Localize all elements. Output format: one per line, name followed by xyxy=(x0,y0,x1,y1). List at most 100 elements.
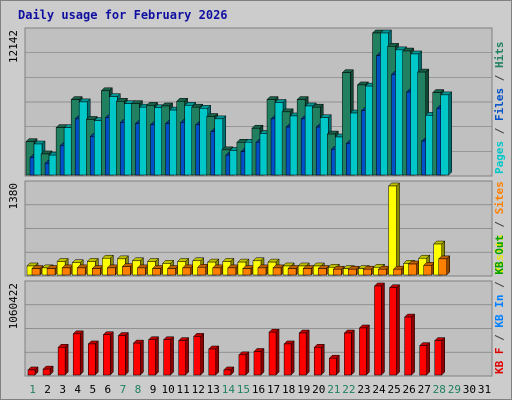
bar-sites-day-16 xyxy=(257,264,270,276)
x-tick-label-day-19: 19 xyxy=(297,383,310,396)
legend-entry: KB Out xyxy=(493,235,506,275)
bar-kb-f-day-3 xyxy=(57,343,69,376)
bar-kb-f-day-17 xyxy=(268,328,280,376)
bar-kb-f-day-19 xyxy=(298,329,310,376)
bar-kb-f-day-15 xyxy=(238,351,250,376)
x-tick-label-day-6: 6 xyxy=(105,383,112,396)
legend-entry: / xyxy=(493,68,506,88)
panel-3-legend: KB F / KB In / KB Out xyxy=(493,235,506,374)
legend-entry: / xyxy=(493,328,506,348)
bar-sites-day-10 xyxy=(166,264,180,276)
bar-kb-f-day-13 xyxy=(208,345,220,376)
bar-kb-f-day-16 xyxy=(253,347,265,376)
x-tick-label-day-10: 10 xyxy=(161,383,174,396)
bar-sites-day-20 xyxy=(317,264,330,276)
bar-kb-f-day-26 xyxy=(404,313,416,376)
x-tick-label-day-18: 18 xyxy=(282,383,295,396)
x-tick-label-day-17: 17 xyxy=(267,383,280,396)
x-tick-label-day-12: 12 xyxy=(192,383,205,396)
bar-sites-day-15 xyxy=(242,264,255,276)
x-tick-label-day-22: 22 xyxy=(342,383,355,396)
bar-kb-f-day-4 xyxy=(72,330,84,376)
bar-sites-day-9 xyxy=(151,264,165,276)
legend-entry: Visits xyxy=(493,234,506,274)
x-tick-label-day-30: 30 xyxy=(463,383,476,396)
bar-sites-day-12 xyxy=(197,263,210,276)
legend-entry: KB F xyxy=(493,348,506,375)
legend-entry: Files xyxy=(493,88,506,121)
x-tick-label-day-27: 27 xyxy=(418,383,431,396)
x-tick-label-day-2: 2 xyxy=(44,383,51,396)
x-tick-label-day-7: 7 xyxy=(120,383,127,396)
legend-entry: Sites xyxy=(493,181,506,214)
x-tick-label-day-16: 16 xyxy=(252,383,265,396)
bar-sites-day-4 xyxy=(76,264,89,276)
bar-sites-day-24 xyxy=(377,265,391,276)
bar-sites-day-8 xyxy=(136,264,150,276)
panel-1-legend: Pages / Files / Hits xyxy=(493,42,506,175)
bar-kb-f-day-12 xyxy=(193,332,205,376)
x-tick-label-day-4: 4 xyxy=(74,383,81,396)
panel-2-legend: Visits / Sites xyxy=(493,181,506,274)
bar-kb-f-day-10 xyxy=(162,336,175,376)
legend-entry: KB In xyxy=(493,295,506,328)
x-tick-label-day-21: 21 xyxy=(327,383,340,396)
bar-pages-day-28 xyxy=(440,91,453,176)
bar-sites-day-1 xyxy=(31,264,44,276)
x-tick-label-day-5: 5 xyxy=(89,383,96,396)
bar-sites-day-21 xyxy=(332,265,345,276)
bar-sites-day-2 xyxy=(46,264,59,276)
bar-sites-day-26 xyxy=(408,260,421,276)
x-tick-label-day-9: 9 xyxy=(150,383,157,396)
x-tick-label-day-11: 11 xyxy=(177,383,190,396)
bar-kb-f-day-28 xyxy=(434,336,446,376)
legend-entry: Hits xyxy=(493,42,506,69)
x-tick-label-day-28: 28 xyxy=(433,383,446,396)
bar-sites-day-3 xyxy=(61,264,74,276)
x-tick-label-day-1: 1 xyxy=(29,383,36,396)
bar-kb-f-day-8 xyxy=(132,339,145,376)
bar-kb-f-day-27 xyxy=(419,342,431,376)
legend-entry: / xyxy=(493,275,506,295)
bar-kb-f-day-6 xyxy=(102,331,114,376)
bar-sites-day-27 xyxy=(423,261,436,276)
bar-kb-f-day-18 xyxy=(283,340,295,376)
bar-kb-f-day-2 xyxy=(42,365,54,376)
x-tick-label-day-26: 26 xyxy=(403,383,416,396)
bar-kb-f-day-24 xyxy=(373,282,386,376)
bar-sites-day-19 xyxy=(302,264,315,276)
bar-kb-f-day-20 xyxy=(313,343,325,376)
bar-sites-day-22 xyxy=(347,265,360,276)
bar-sites-day-17 xyxy=(272,264,285,276)
bar-sites-day-11 xyxy=(182,264,195,276)
bar-kb-f-day-23 xyxy=(358,324,371,376)
x-tick-label-day-25: 25 xyxy=(387,383,400,396)
bar-kb-f-day-5 xyxy=(87,340,99,376)
panel-1-max-label: 12142 xyxy=(7,30,20,63)
panel-3-max-label: 1060422 xyxy=(7,283,20,329)
x-tick-label-day-14: 14 xyxy=(222,383,236,396)
x-tick-label-day-8: 8 xyxy=(135,383,142,396)
bar-sites-day-28 xyxy=(438,255,451,276)
legend-entry: Pages xyxy=(493,141,506,174)
x-tick-label-day-13: 13 xyxy=(207,383,220,396)
x-tick-label-day-3: 3 xyxy=(59,383,66,396)
bar-kb-f-day-9 xyxy=(147,336,160,376)
bar-sites-day-14 xyxy=(227,264,240,276)
bar-sites-day-23 xyxy=(362,265,376,276)
x-tick-label-day-15: 15 xyxy=(237,383,250,396)
x-tick-label-day-23: 23 xyxy=(357,383,370,396)
bar-kb-f-day-1 xyxy=(27,366,39,376)
bar-kb-f-day-11 xyxy=(178,336,190,376)
legend-entry: / xyxy=(493,214,506,234)
bar-sites-day-7 xyxy=(121,263,134,276)
bar-sites-day-5 xyxy=(91,264,104,276)
bar-visits-day-25 xyxy=(387,182,401,276)
legend-entry: / xyxy=(493,121,506,141)
bar-sites-day-18 xyxy=(287,264,300,276)
bar-sites-day-25 xyxy=(392,265,406,276)
x-tick-label-day-31: 31 xyxy=(478,383,491,396)
bar-kb-f-day-21 xyxy=(328,354,340,376)
bar-sites-day-13 xyxy=(212,264,225,276)
